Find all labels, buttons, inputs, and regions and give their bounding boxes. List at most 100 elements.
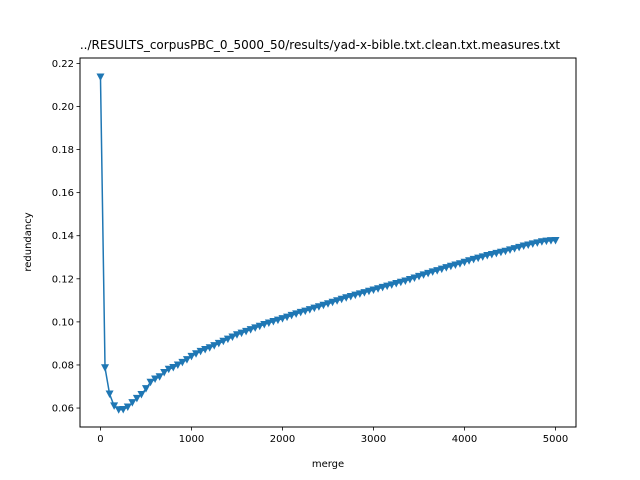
data-point: [205, 344, 214, 352]
data-point: [392, 280, 401, 288]
data-point: [101, 364, 110, 372]
data-point: [478, 253, 487, 261]
data-point: [264, 319, 273, 327]
data-point: [383, 282, 392, 291]
data-point: [333, 297, 342, 305]
data-point: [201, 345, 210, 354]
data-point: [428, 268, 437, 276]
data-point: [269, 317, 278, 326]
data-point: [515, 243, 524, 252]
data-point: [119, 406, 128, 414]
data-point: [337, 295, 346, 304]
data-point: [455, 260, 464, 268]
data-point: [219, 337, 228, 346]
data-point: [401, 277, 410, 285]
series-layer: [96, 73, 560, 414]
data-point: [146, 378, 155, 387]
data-point: [324, 300, 332, 308]
data-point: [355, 290, 364, 298]
data-point: [232, 331, 241, 339]
data-point: [506, 246, 515, 254]
data-point: [283, 313, 292, 322]
data-point: [328, 298, 337, 307]
data-point: [319, 301, 328, 310]
y-tick-label: 0.14: [52, 231, 74, 242]
data-point: [342, 294, 351, 302]
data-point: [474, 254, 483, 263]
x-tick-label: 0: [97, 434, 103, 445]
y-tick-label: 0.08: [52, 360, 74, 371]
x-tick-label: 2000: [270, 434, 295, 445]
y-tick-label: 0.16: [52, 188, 74, 199]
data-point: [492, 249, 501, 258]
data-point: [173, 361, 182, 369]
data-point: [437, 265, 446, 274]
data-point: [137, 390, 146, 399]
data-point: [310, 304, 319, 313]
data-point: [228, 333, 237, 341]
data-point: [305, 306, 314, 314]
x-tick-label: 1000: [179, 434, 204, 445]
data-point: [396, 278, 405, 287]
data-point: [214, 339, 223, 348]
data-point: [519, 242, 528, 251]
data-point: [314, 303, 323, 311]
data-point: [405, 275, 414, 284]
data-point: [483, 252, 492, 260]
data-point: [510, 245, 519, 253]
y-tick-label: 0.12: [52, 274, 74, 285]
y-tick-label: 0.20: [52, 102, 74, 113]
data-point: [374, 285, 383, 293]
data-point: [442, 264, 451, 272]
data-point: [132, 394, 141, 403]
data-point: [273, 316, 282, 325]
y-tick-label: 0.22: [52, 59, 74, 70]
y-tick-label: 0.06: [52, 404, 74, 415]
data-point: [237, 329, 246, 338]
x-tick-label: 3000: [361, 434, 386, 445]
y-tick-label: 0.10: [52, 317, 74, 328]
data-point: [460, 258, 469, 267]
data-point: [351, 291, 360, 300]
data-point: [451, 261, 460, 270]
data-point: [196, 347, 205, 356]
data-point: [260, 320, 269, 329]
data-point: [415, 272, 424, 281]
data-point: [178, 358, 187, 367]
data-point: [364, 287, 373, 296]
data-point: [524, 241, 533, 249]
data-point: [292, 310, 301, 318]
data-point: [96, 73, 105, 81]
y-axis-label: redundancy: [23, 212, 34, 271]
data-point: [187, 352, 196, 361]
data-point: [210, 342, 219, 350]
data-point: [164, 365, 173, 374]
chart-title: ../RESULTS_corpusPBC_0_5000_50/results/y…: [80, 38, 561, 52]
x-tick-label: 4000: [452, 434, 477, 445]
data-point: [360, 289, 369, 297]
x-tick-label: 5000: [543, 434, 568, 445]
data-point: [419, 271, 428, 279]
data-point: [446, 262, 455, 271]
data-point: [387, 281, 396, 289]
data-point: [169, 364, 178, 372]
data-point: [155, 373, 164, 381]
data-point: [469, 255, 478, 264]
data-point: [487, 250, 496, 259]
data-point: [182, 356, 191, 364]
data-point: [533, 239, 542, 247]
data-point: [424, 269, 433, 278]
data-point: [378, 283, 387, 292]
tick-layer: 0 1000 2000 3000 4000 5000 0.06 0.08 0.10 0.12 0.1…: [52, 59, 569, 445]
data-point: [296, 308, 305, 317]
data-point: [496, 248, 505, 257]
y-tick-label: 0.18: [52, 145, 74, 156]
data-point: [223, 335, 232, 344]
data-point: [369, 286, 378, 294]
data-point: [433, 267, 442, 275]
data-point: [551, 236, 560, 245]
data-point: [501, 247, 510, 256]
data-point: [123, 403, 132, 411]
